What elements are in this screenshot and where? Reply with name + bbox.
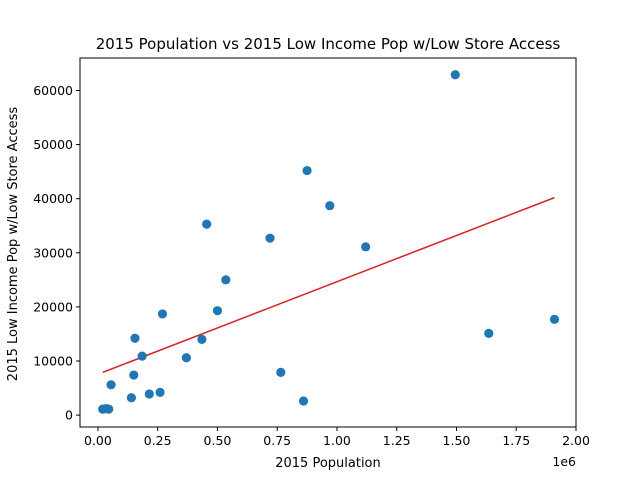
data-point [450,70,460,80]
data-point [265,233,275,243]
data-point [276,367,286,377]
x-tick-label: 2.00 [562,433,590,448]
data-point [155,387,165,397]
data-point [157,309,168,319]
x-axis-label: 2015 Population [275,456,381,471]
y-tick-label: 10000 [33,353,73,368]
data-point [549,314,560,324]
data-point [144,389,154,399]
data-point [130,333,140,343]
x-tick-label: 0.50 [204,433,232,448]
data-point [126,393,136,403]
chart-title: 2015 Population vs 2015 Low Income Pop w… [96,35,561,53]
y-tick-label: 50000 [33,137,73,152]
x-tick-label: 0.75 [263,433,291,448]
data-point [298,396,309,406]
data-point [361,242,371,252]
trend-line [102,196,555,374]
data-point [181,353,191,363]
y-tick-label: 0 [65,408,73,423]
y-tick-label: 60000 [33,83,73,98]
y-tick-label: 20000 [33,299,73,314]
data-point [325,201,335,211]
x-tick-label: 0.25 [144,433,172,448]
y-tick-label: 40000 [33,191,73,206]
data-point [212,306,223,316]
data-point [137,351,147,361]
x-tick-label: 1.25 [383,433,411,448]
y-axis-label: 2015 Low Income Pop w/Low Store Access [6,107,21,382]
plot-area: 0.00 0.25 0.50 0.75 1.00 1.25 1.50 1.75 2.00 0 100… [33,57,590,448]
data-point [197,334,207,344]
x-tick-label: 0.00 [84,433,112,448]
data-point [129,370,139,380]
data-point [484,328,494,338]
x-tick-label: 1.00 [323,433,351,448]
x-axis-offset-label: 1e6 [552,454,576,469]
data-point [221,275,231,285]
data-point [106,380,116,390]
x-tick-label: 1.75 [502,433,530,448]
data-point [302,165,312,176]
data-point [202,219,212,229]
axes-frame [79,57,577,428]
y-tick-label: 30000 [33,245,73,260]
data-point [104,404,114,414]
x-tick-label: 1.50 [443,433,471,448]
